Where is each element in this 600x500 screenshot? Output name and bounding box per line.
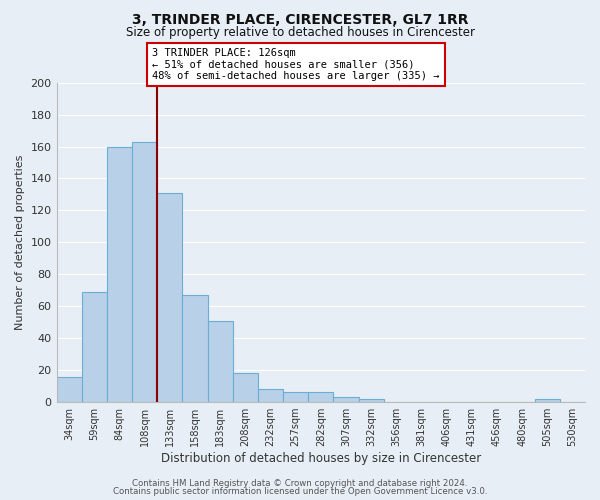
Bar	[208, 320, 233, 402]
Text: 3, TRINDER PLACE, CIRENCESTER, GL7 1RR: 3, TRINDER PLACE, CIRENCESTER, GL7 1RR	[132, 12, 468, 26]
Bar	[334, 398, 359, 402]
Text: Contains HM Land Registry data © Crown copyright and database right 2024.: Contains HM Land Registry data © Crown c…	[132, 478, 468, 488]
Bar	[233, 374, 258, 402]
Bar	[182, 295, 208, 402]
Bar	[107, 146, 132, 402]
Bar	[56, 376, 82, 402]
Bar	[308, 392, 334, 402]
Bar	[132, 142, 157, 402]
Text: Size of property relative to detached houses in Cirencester: Size of property relative to detached ho…	[125, 26, 475, 39]
Text: 3 TRINDER PLACE: 126sqm
← 51% of detached houses are smaller (356)
48% of semi-d: 3 TRINDER PLACE: 126sqm ← 51% of detache…	[152, 48, 440, 81]
Text: Contains public sector information licensed under the Open Government Licence v3: Contains public sector information licen…	[113, 487, 487, 496]
Bar	[283, 392, 308, 402]
X-axis label: Distribution of detached houses by size in Cirencester: Distribution of detached houses by size …	[161, 452, 481, 465]
Y-axis label: Number of detached properties: Number of detached properties	[15, 154, 25, 330]
Bar	[157, 193, 182, 402]
Bar	[82, 292, 107, 402]
Bar	[258, 390, 283, 402]
Bar	[535, 399, 560, 402]
Bar	[359, 399, 383, 402]
